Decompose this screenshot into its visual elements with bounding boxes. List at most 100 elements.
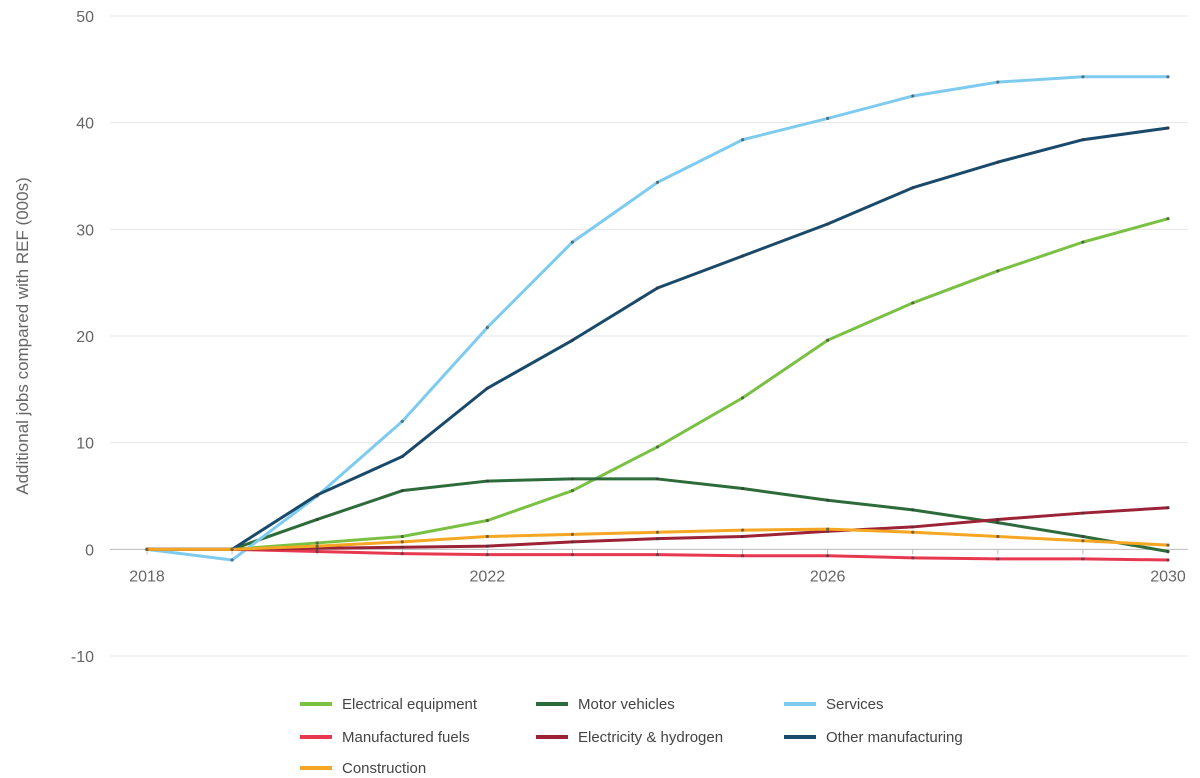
y-tick-label: -10 — [71, 649, 94, 666]
legend-label: Other manufacturing — [826, 729, 963, 746]
legend-label: Electrical equipment — [342, 696, 478, 713]
data-point — [1166, 126, 1170, 130]
x-tick-label: 2022 — [470, 568, 506, 585]
data-point — [911, 525, 915, 529]
legend-label: Services — [826, 696, 884, 713]
data-point — [570, 338, 575, 342]
data-point — [400, 552, 404, 556]
data-point — [1166, 543, 1170, 547]
data-point — [996, 521, 1000, 525]
series-line-services — [145, 75, 1170, 562]
data-point — [1081, 138, 1085, 142]
x-tick-label: 2026 — [810, 568, 846, 585]
data-point — [315, 517, 319, 522]
data-point — [570, 489, 575, 493]
data-point — [911, 94, 915, 98]
data-point — [400, 454, 404, 459]
series-lines — [145, 75, 1170, 562]
data-point — [911, 530, 915, 534]
data-point — [655, 180, 660, 184]
data-point — [230, 558, 234, 562]
data-point — [230, 547, 234, 551]
data-point — [1081, 511, 1085, 515]
data-point — [740, 528, 745, 532]
data-point — [1081, 557, 1085, 561]
data-point — [400, 534, 404, 539]
data-point — [1166, 506, 1170, 510]
data-point — [1081, 534, 1085, 539]
data-point — [655, 537, 660, 541]
series-line-electrical-equipment — [145, 217, 1170, 551]
data-point — [740, 396, 745, 400]
data-point — [1081, 539, 1085, 543]
data-point — [400, 489, 404, 493]
data-point — [315, 493, 319, 497]
data-point — [826, 116, 830, 120]
x-axis: 2018 2022 2026 2030 — [129, 549, 1186, 585]
data-point — [315, 549, 319, 554]
data-point — [826, 527, 830, 531]
data-point — [655, 553, 660, 557]
legend-label: Motor vehicles — [578, 696, 675, 713]
data-point — [400, 540, 404, 544]
data-point — [1081, 240, 1085, 244]
data-point — [1081, 75, 1085, 79]
data-point — [485, 325, 489, 330]
data-point — [400, 545, 404, 549]
data-point — [570, 540, 575, 544]
data-point — [740, 254, 745, 258]
data-point — [826, 222, 830, 226]
data-point — [996, 160, 1000, 164]
y-axis-label: Additional jobs compared with REF (000s) — [13, 177, 32, 494]
data-point — [996, 557, 1000, 561]
x-tick-label: 2030 — [1150, 568, 1186, 585]
series-line-other-manufacturing — [145, 126, 1170, 551]
data-point — [911, 186, 915, 190]
data-point — [826, 498, 830, 502]
data-point — [996, 534, 1000, 539]
data-point — [655, 530, 660, 534]
data-point — [485, 479, 489, 483]
data-point — [570, 553, 575, 557]
data-point — [655, 445, 660, 449]
data-point — [485, 544, 489, 548]
data-point — [826, 338, 830, 342]
y-tick-label: 40 — [76, 116, 94, 133]
data-point — [740, 534, 745, 539]
data-point — [570, 477, 575, 481]
legend-label: Manufactured fuels — [342, 729, 470, 746]
data-point — [740, 554, 745, 558]
data-point — [1166, 217, 1170, 221]
data-point — [740, 486, 745, 491]
y-tick-label: 10 — [76, 436, 94, 453]
data-point — [740, 138, 745, 142]
data-point — [400, 419, 404, 423]
y-tick-label: 30 — [76, 222, 94, 239]
data-point — [570, 240, 575, 244]
y-axis-ticks: -10 0 10 20 30 40 50 — [71, 9, 94, 666]
data-point — [315, 541, 319, 545]
legend-label: Construction — [342, 760, 426, 777]
data-point — [826, 554, 830, 558]
data-point — [996, 80, 1000, 84]
y-tick-label: 50 — [76, 9, 94, 26]
data-point — [911, 301, 915, 305]
data-point — [911, 508, 915, 512]
data-point — [485, 534, 489, 539]
data-point — [655, 477, 660, 481]
series-line-motor-vehicles — [145, 477, 1170, 553]
y-tick-label: 0 — [85, 542, 94, 559]
legend: Electrical equipment Motor vehicles Servic… — [300, 696, 963, 777]
data-point — [1166, 75, 1170, 79]
data-point — [911, 556, 915, 560]
data-point — [485, 553, 489, 557]
data-point — [1166, 558, 1170, 562]
data-point — [996, 269, 1000, 273]
data-point — [655, 286, 660, 290]
data-point — [570, 532, 575, 537]
y-tick-label: 20 — [76, 329, 94, 346]
x-tick-label: 2018 — [129, 568, 165, 585]
data-point — [485, 518, 489, 523]
data-point — [145, 547, 149, 551]
